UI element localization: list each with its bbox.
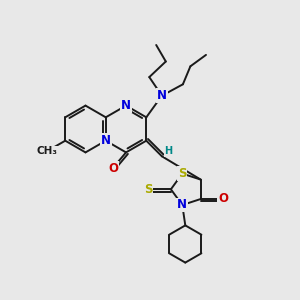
Text: O: O [218, 193, 228, 206]
Text: N: N [177, 199, 187, 212]
Text: N: N [101, 134, 111, 147]
Text: N: N [121, 99, 131, 112]
Text: CH₃: CH₃ [36, 146, 57, 157]
Text: O: O [108, 161, 118, 175]
Text: S: S [178, 167, 187, 180]
Text: N: N [157, 89, 167, 102]
Text: S: S [144, 183, 153, 196]
Text: H: H [164, 146, 172, 156]
